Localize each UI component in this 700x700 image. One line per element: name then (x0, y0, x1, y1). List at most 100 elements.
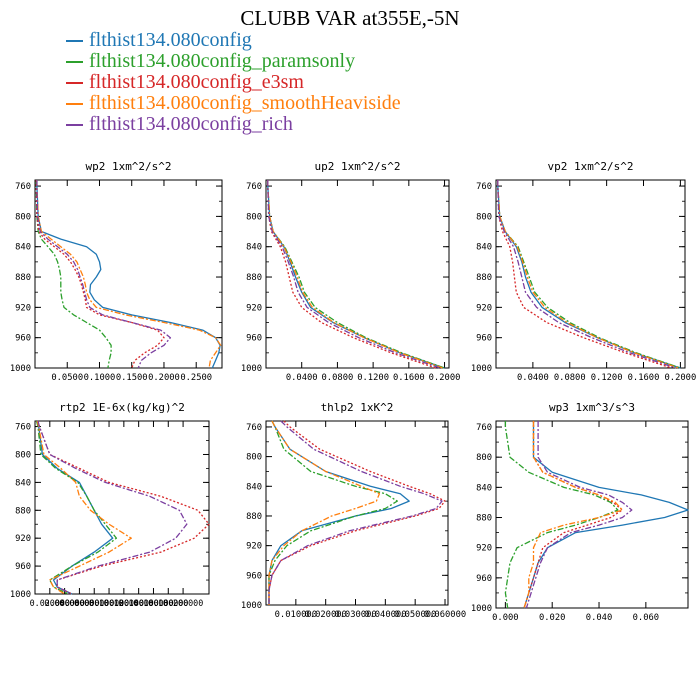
plot-frame (495, 420, 689, 609)
legend-label: flthist134.080config_smoothHeaviside (89, 92, 401, 114)
y-tick-label: 800 (246, 212, 262, 222)
legend-swatch (66, 40, 83, 43)
x-tick-label: 0.1200 (357, 373, 389, 383)
series-line (504, 421, 619, 609)
x-tick-label: 0.160000 (133, 598, 173, 608)
y-tick-label: 1000 (241, 364, 262, 374)
series-line (523, 421, 624, 609)
y-tick-label: 760 (476, 182, 492, 192)
subplot-6: wp3 1xm^3/s^3 760 800 840 880 920 960 10000.000… (471, 401, 689, 623)
series-line (268, 420, 381, 605)
figure-title: CLUBB VAR at355E,-5N (240, 6, 460, 30)
legend-label: flthist134.080config_rich (89, 113, 293, 135)
x-tick-label: 0.0400 (517, 373, 549, 383)
x-tick-label: 0.1600 (628, 373, 660, 383)
y-tick-label: 880 (476, 273, 492, 283)
x-tick-label: 0.2500 (180, 373, 212, 383)
y-tick-label: 960 (476, 334, 492, 344)
y-tick-label: 1000 (10, 364, 31, 374)
x-tick-label: 0.0500 (51, 373, 83, 383)
x-tick-label: 0.120000 (104, 598, 144, 608)
x-tick-label: 0.060 (633, 613, 659, 623)
y-tick-label: 880 (15, 506, 31, 516)
x-tick-label: 0.100000 (89, 598, 129, 608)
x-tick-label: 0.060000 (424, 610, 466, 620)
legend-swatch (66, 82, 83, 85)
x-tick-label: 0.080000 (74, 598, 114, 608)
y-tick-label: 1000 (241, 601, 262, 611)
legend-swatch (66, 124, 83, 127)
series-line (525, 421, 633, 609)
y-tick-label: 920 (15, 534, 31, 544)
x-tick-label: 0.010000 (275, 610, 317, 620)
series-line (36, 420, 132, 595)
subplot-2: up2 1xm^2/s^2 760 800 840 880 920 960 1000 0.040… (241, 160, 461, 383)
subplot-title: vp2 1xm^2/s^2 (547, 160, 633, 173)
y-tick-label: 960 (476, 574, 492, 584)
x-tick-label: 0.1600 (393, 373, 425, 383)
x-tick-label: 0.040000 (364, 610, 406, 620)
y-tick-label: 1000 (471, 604, 492, 614)
series-line (37, 420, 188, 595)
series-line (268, 420, 446, 605)
x-tick-label: 0.050000 (394, 610, 436, 620)
y-tick-label: 920 (246, 303, 262, 313)
y-tick-label: 920 (246, 542, 262, 552)
legend-item: flthist134.080config_paramsonly (66, 51, 401, 72)
legend-label: flthist134.080config_paramsonly (89, 50, 356, 72)
series-line (267, 180, 445, 369)
x-tick-label: 0.2000 (664, 373, 696, 383)
x-tick-label: 0.0400 (286, 373, 318, 383)
legend-swatch (66, 103, 83, 106)
plot-frame (34, 179, 223, 369)
subplot-title: up2 1xm^2/s^2 (314, 160, 400, 173)
series-line (267, 180, 444, 369)
y-tick-label: 960 (15, 562, 31, 572)
subplot-title: rtp2 1E-6x(kg/kg)^2 (59, 401, 185, 414)
y-tick-label: 760 (15, 423, 31, 433)
x-tick-label: 0.1200 (591, 373, 623, 383)
x-tick-label: 0.2000 (148, 373, 180, 383)
series-line (268, 420, 398, 605)
y-tick-label: 880 (476, 514, 492, 524)
legend-item: flthist134.080config_rich (66, 114, 401, 135)
subplot-3: vp2 1xm^2/s^2 760 800 840 880 920 960 1000 0.040… (471, 160, 696, 383)
legend-label: flthist134.080config (89, 29, 252, 51)
y-tick-label: 760 (246, 423, 262, 433)
y-tick-label: 800 (15, 212, 31, 222)
subplot-5: thlp2 1xK^2 760 800 840 880 920 960 1000 0.01000… (241, 401, 466, 620)
x-tick-label: 0.200000 (163, 598, 203, 608)
series-line (35, 180, 112, 369)
y-tick-label: 840 (246, 243, 262, 253)
legend-label: flthist134.080config_e3sm (89, 71, 304, 93)
series-line (268, 420, 443, 605)
plot-frame (265, 179, 450, 369)
y-tick-label: 800 (476, 453, 492, 463)
series-line (497, 180, 679, 369)
x-tick-label: 0.0800 (322, 373, 354, 383)
x-tick-label: 0.030000 (334, 610, 376, 620)
legend-item: flthist134.080config (66, 30, 401, 51)
series-line (36, 180, 172, 369)
series-line (37, 420, 210, 595)
legend: flthist134.080config flthist134.080confi… (66, 30, 401, 135)
x-tick-label: 0.1500 (116, 373, 148, 383)
x-tick-label: 0.040 (586, 613, 612, 623)
plot-frame (495, 179, 686, 369)
subplot-1: wp2 1xm^2/s^2 760 800 840 880 920 960 1000 0.050… (10, 160, 223, 383)
series-line (267, 180, 441, 369)
x-tick-label: 0.020000 (30, 598, 70, 608)
series-line (36, 180, 222, 369)
y-tick-label: 840 (476, 243, 492, 253)
y-tick-label: 800 (476, 212, 492, 222)
legend-swatch (66, 61, 83, 64)
x-tick-label: 0.000 (492, 613, 518, 623)
x-tick-label: 0.020 (539, 613, 565, 623)
y-tick-label: 920 (15, 303, 31, 313)
y-tick-label: 880 (246, 512, 262, 522)
subplot-title: thlp2 1xK^2 (321, 401, 394, 414)
x-tick-label: 0.0800 (554, 373, 586, 383)
y-tick-label: 760 (246, 182, 262, 192)
plot-frame (265, 420, 449, 606)
